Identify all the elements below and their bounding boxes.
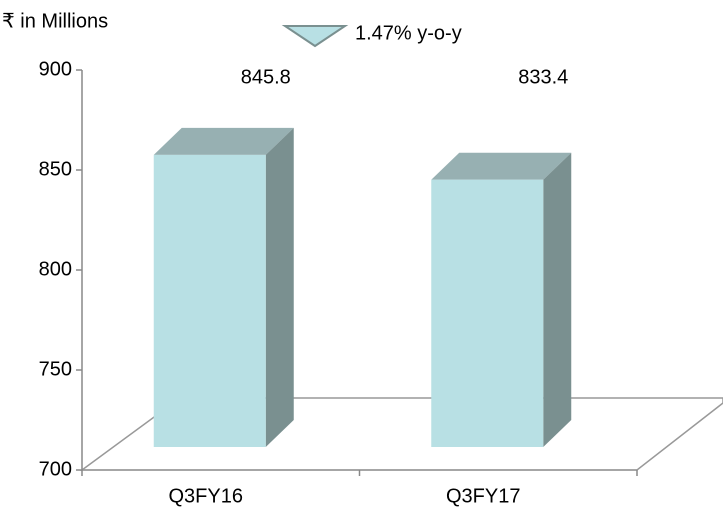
bar-side: [265, 127, 294, 448]
bar-side: [543, 152, 572, 447]
legend-triangle: [281, 25, 349, 48]
data-label: 845.8: [241, 66, 291, 88]
y-tick-label: 750: [39, 358, 72, 380]
y-tick-label: 700: [39, 458, 72, 480]
bar-top: [153, 127, 294, 155]
x-tick-label: Q3FY16: [169, 485, 243, 507]
bar-top: [431, 152, 572, 180]
bar: [153, 154, 266, 447]
y-axis-label: ₹ in Millions: [2, 10, 108, 32]
x-tick-label: Q3FY17: [446, 485, 520, 507]
y-tick-label: 900: [39, 58, 72, 80]
data-label: 833.4: [518, 66, 568, 88]
y-tick-label: 850: [39, 158, 72, 180]
annotation: 1.47% y-o-y: [355, 22, 462, 44]
y-tick-label: 800: [39, 258, 72, 280]
bar: [431, 179, 544, 447]
